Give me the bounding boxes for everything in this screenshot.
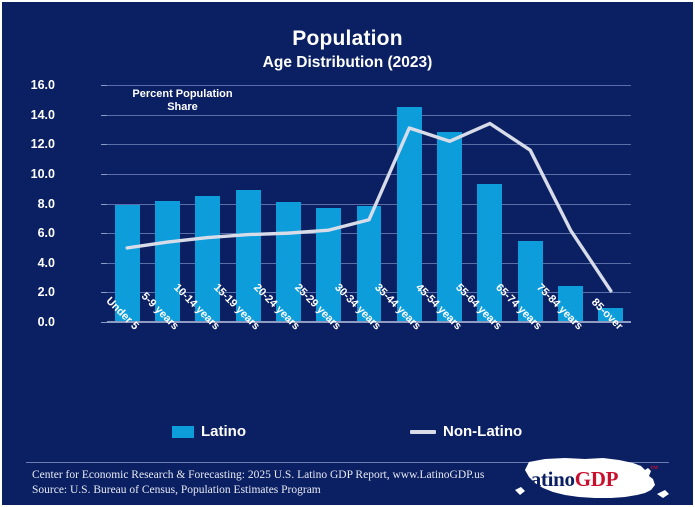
axis-annotation: Percent Population Share xyxy=(115,88,250,114)
y-axis-tick xyxy=(101,262,107,264)
y-axis-tick-label: 6.0 xyxy=(37,226,55,241)
y-axis-tick xyxy=(101,114,107,116)
plot-area: Percent Population Share xyxy=(101,85,631,323)
y-axis-tick xyxy=(101,144,107,146)
footer-text: Center for Economic Research & Forecasti… xyxy=(32,468,492,497)
gridline xyxy=(107,203,631,205)
non-latino-line-series xyxy=(125,121,613,293)
title-block: Population Age Distribution (2023) xyxy=(2,26,693,73)
logo-latino-text: Latino xyxy=(517,467,575,491)
y-axis-tick xyxy=(101,85,107,86)
y-axis-tick xyxy=(101,173,107,175)
legend-swatch-bar-icon xyxy=(172,425,194,438)
x-axis-labels: Under 5 5-9 years 10-14 years 15-19 years 20… xyxy=(104,282,631,419)
legend-item-non-latino: Non-Latino xyxy=(410,423,522,440)
bar-20-24-years xyxy=(275,202,301,322)
bar-5-9-years xyxy=(154,200,180,322)
legend-swatch-line-icon xyxy=(410,429,436,434)
y-axis-tick xyxy=(101,292,107,294)
chart-title: Population xyxy=(292,27,403,50)
legend-label-latino: Latino xyxy=(201,423,246,440)
chart-subtitle: Age Distribution (2023) xyxy=(262,54,433,71)
footer-divider xyxy=(26,462,669,463)
bar-45-54-years xyxy=(437,132,463,322)
footer-line-2: Source: U.S. Bureau of Census, Populatio… xyxy=(32,483,321,496)
bar-55-64-years xyxy=(477,184,503,322)
gridline xyxy=(107,85,631,86)
y-axis-tick xyxy=(101,233,107,235)
y-axis-tick xyxy=(101,203,107,205)
chart-legend: Latino Non-Latino xyxy=(2,423,693,447)
gridline xyxy=(107,114,631,116)
bar-15-19-years xyxy=(235,190,261,322)
gridline xyxy=(107,144,631,146)
y-axis-tick xyxy=(101,322,107,323)
annotation-line-2: Share xyxy=(167,101,198,113)
y-axis-tick-label: 14.0 xyxy=(30,107,55,122)
bar-75-84-years xyxy=(558,286,584,322)
legend-label-non-latino: Non-Latino xyxy=(443,423,523,440)
y-axis-tick-label: 0.0 xyxy=(37,315,55,329)
latinogdp-logo: LatinoGDP ™ xyxy=(507,454,677,502)
footer-line-1: Center for Economic Research & Forecasti… xyxy=(32,469,485,481)
x-axis-line xyxy=(107,321,631,323)
y-axis-tick-label: 12.0 xyxy=(30,137,55,152)
logo-wordmark: LatinoGDP xyxy=(517,467,618,492)
y-axis-tick-label: 16.0 xyxy=(30,78,55,92)
us-map-icon xyxy=(515,458,669,498)
bar-65-74-years xyxy=(517,240,543,322)
y-axis-tick-label: 8.0 xyxy=(37,196,55,211)
y-axis-tick-label: 4.0 xyxy=(37,255,55,270)
bar-30-34-years xyxy=(356,206,382,322)
logo-gdp-text: GDP xyxy=(574,467,619,491)
y-axis-tick-label: 10.0 xyxy=(30,166,55,181)
logo-trademark: ™ xyxy=(650,464,658,473)
y-axis-tick-label: 2.0 xyxy=(37,285,55,300)
bar-85-over xyxy=(598,307,624,322)
annotation-line-1: Percent Population xyxy=(132,88,233,100)
gridline xyxy=(107,173,631,175)
bar-10-14-years xyxy=(195,196,221,322)
legend-item-latino: Latino xyxy=(172,423,246,440)
bar-under-5 xyxy=(114,204,140,322)
